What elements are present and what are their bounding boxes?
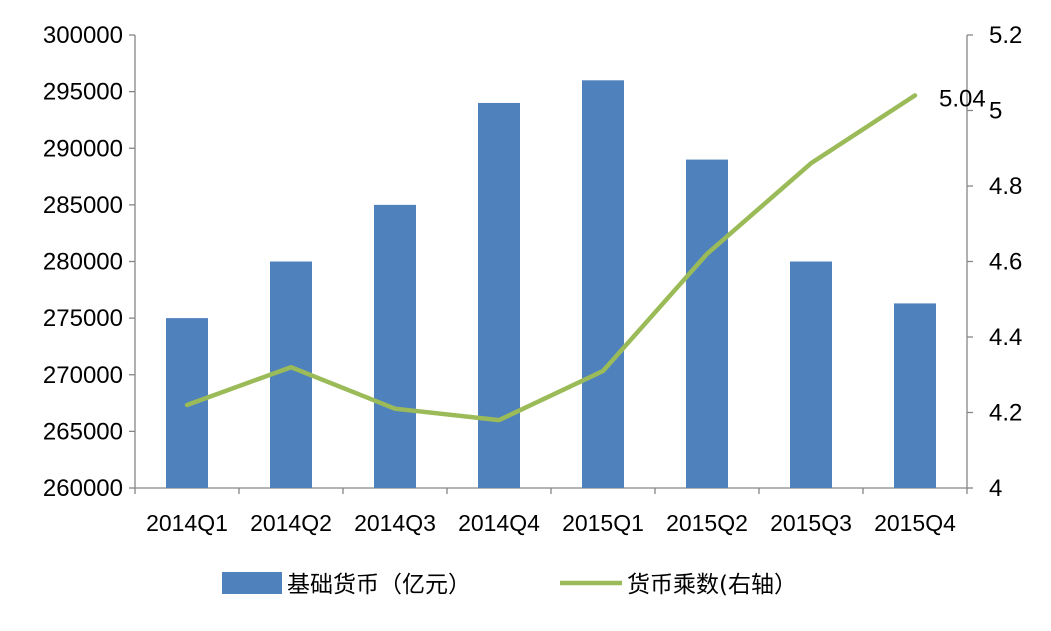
right-axis-tick-label: 4 bbox=[989, 475, 1002, 502]
x-axis-category-label: 2015Q2 bbox=[666, 510, 748, 536]
axes bbox=[129, 34, 973, 494]
x-axis-category-label: 2014Q3 bbox=[354, 510, 436, 536]
left-axis-tick-label: 260000 bbox=[43, 475, 123, 502]
bar bbox=[582, 80, 624, 489]
x-axis-category-label: 2015Q1 bbox=[562, 510, 644, 536]
bar bbox=[686, 159, 728, 488]
left-axis-tick-label: 295000 bbox=[43, 79, 123, 106]
line-series bbox=[184, 93, 918, 423]
right-axis-tick-label: 4.6 bbox=[989, 249, 1022, 276]
legend: 基础货币（亿元） 货币乘数(右轴） bbox=[222, 572, 797, 598]
bar bbox=[894, 303, 936, 488]
legend-line-label: 货币乘数(右轴） bbox=[627, 572, 797, 598]
right-axis-tick-label: 5 bbox=[989, 98, 1002, 125]
bar bbox=[478, 102, 520, 488]
right-axis-tick-label: 4.8 bbox=[989, 173, 1022, 200]
left-axis-tick-label: 275000 bbox=[43, 305, 123, 332]
x-axis-category-label: 2014Q1 bbox=[146, 510, 228, 536]
multiplier-line bbox=[184, 93, 918, 423]
left-axis-tick-label: 280000 bbox=[43, 249, 123, 276]
data-label: 5.04 bbox=[939, 85, 986, 112]
x-axis-category-label: 2014Q2 bbox=[250, 510, 332, 536]
x-axis-category-label: 2015Q3 bbox=[770, 510, 852, 536]
legend-bar-label: 基础货币（亿元） bbox=[287, 572, 471, 598]
left-axis-tick-label: 285000 bbox=[43, 192, 123, 219]
right-axis-tick-label: 4.2 bbox=[989, 400, 1022, 427]
right-axis-tick-label: 4.4 bbox=[989, 324, 1022, 351]
bar bbox=[374, 204, 416, 488]
left-axis-tick-label: 265000 bbox=[43, 418, 123, 445]
x-axis-category-label: 2014Q4 bbox=[458, 510, 540, 536]
bar-series bbox=[166, 80, 936, 489]
left-axis-tick-label: 290000 bbox=[43, 135, 123, 162]
bar bbox=[790, 261, 832, 488]
legend-bar-swatch bbox=[222, 572, 282, 594]
left-axis-tick-label: 270000 bbox=[43, 362, 123, 389]
right-axis-tick-label: 5.2 bbox=[989, 22, 1022, 49]
tick-labels: 260000 265000 270000 275000 280000 285000 2900… bbox=[43, 22, 1022, 536]
x-axis-category-label: 2015Q4 bbox=[874, 510, 956, 536]
left-axis-tick-label: 300000 bbox=[43, 22, 123, 49]
